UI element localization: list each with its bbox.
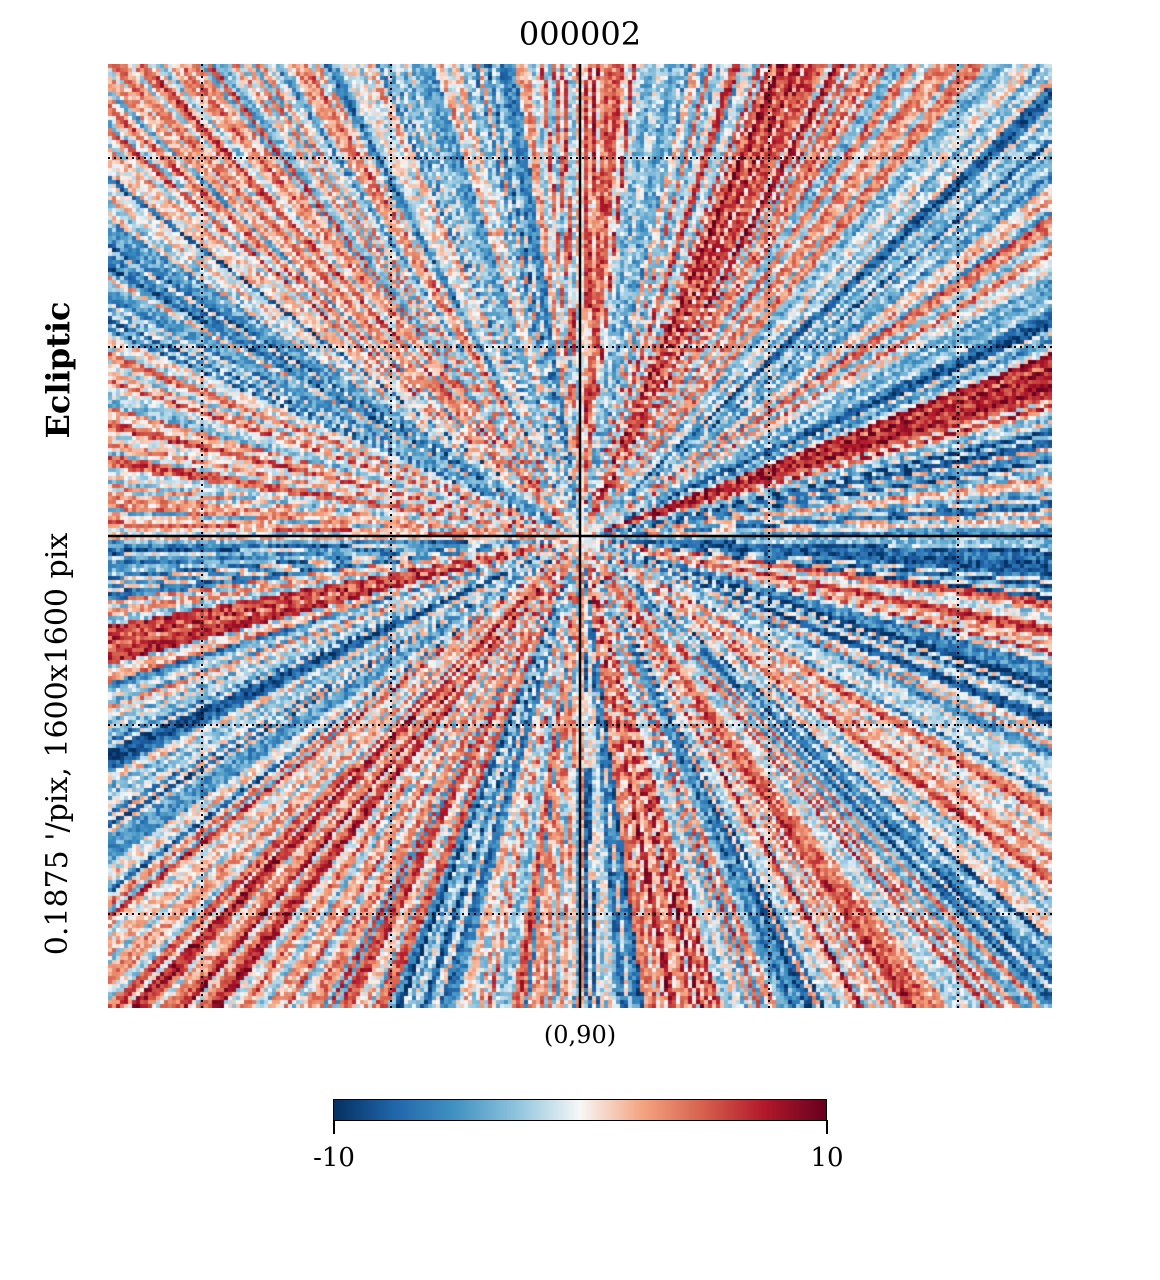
colorbar xyxy=(333,1099,827,1121)
graticule-overlay xyxy=(108,64,1052,1008)
sky-map[interactable] xyxy=(108,64,1052,1008)
colorbar-max-label: 10 xyxy=(810,1143,844,1173)
colorbar-max-tick xyxy=(826,1120,828,1134)
colorbar-min-label: -10 xyxy=(313,1143,355,1173)
colorbar-min-tick xyxy=(333,1120,335,1134)
center-coordinate-label: (0,90) xyxy=(543,1021,617,1049)
coordinate-system-label: Ecliptic xyxy=(39,301,77,439)
map-title: 000002 xyxy=(518,15,642,53)
resolution-label: 0.1875 '/pix, 1600x1600 pix xyxy=(40,532,75,956)
